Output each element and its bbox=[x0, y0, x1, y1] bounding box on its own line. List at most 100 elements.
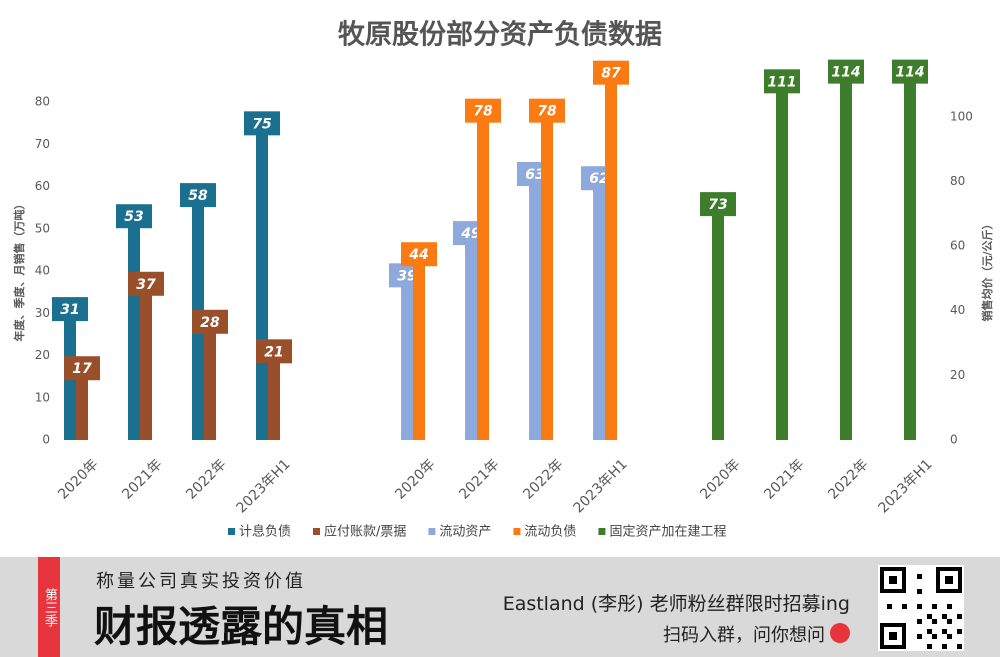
legend-label: 流动资产 bbox=[439, 525, 491, 540]
bar bbox=[529, 164, 541, 440]
x-tick-label: 2021年 bbox=[119, 456, 165, 502]
qr-dot bbox=[947, 604, 952, 609]
label-box bbox=[244, 111, 280, 136]
bar bbox=[477, 100, 489, 441]
label-box bbox=[828, 59, 864, 84]
bar bbox=[140, 273, 152, 440]
legend-label: 应付账款/票据 bbox=[324, 524, 406, 540]
promo: 扫码入群，问你想问 bbox=[663, 625, 825, 646]
qr-dot bbox=[957, 629, 962, 634]
label-box bbox=[192, 309, 228, 334]
banner-title: 财报透露的真相 bbox=[94, 602, 389, 651]
x-tick-label: 2020年 bbox=[392, 456, 438, 502]
legend-swatch bbox=[313, 528, 321, 535]
bar bbox=[541, 100, 553, 441]
badge: 第三季 bbox=[38, 557, 60, 657]
y2-tick-label: 40 bbox=[950, 303, 965, 317]
qr-dot bbox=[947, 619, 952, 624]
y-tick-label: 70 bbox=[35, 137, 50, 151]
bar bbox=[904, 61, 916, 440]
label-box bbox=[180, 183, 216, 208]
data-label: 44 bbox=[408, 247, 428, 263]
y-tick-label: 0 bbox=[42, 433, 50, 447]
label-box bbox=[64, 356, 100, 381]
data-label: 49 bbox=[460, 226, 481, 242]
bar bbox=[128, 206, 140, 440]
y-tick-label: 80 bbox=[35, 95, 50, 109]
data-label: 62 bbox=[589, 171, 608, 187]
data-label: 28 bbox=[200, 315, 220, 331]
legend-label: 固定资产加在建工程 bbox=[609, 525, 726, 540]
data-label: 78 bbox=[537, 104, 557, 120]
y2-tick-label: 60 bbox=[950, 239, 965, 253]
legend-swatch bbox=[228, 528, 235, 535]
label-box bbox=[52, 297, 88, 322]
chart-title: 牧原股份部分资产负债数据 bbox=[338, 19, 662, 51]
bar bbox=[401, 265, 413, 440]
data-label: 58 bbox=[188, 188, 208, 204]
x-tick-label: 2020年 bbox=[55, 456, 101, 502]
bar bbox=[465, 223, 477, 440]
chart: 牧原股份部分资产负债数据 年度、季度、月销售（万吨） 销售均价（元/公斤） 0 1… bbox=[12, 19, 994, 540]
data-label: 39 bbox=[397, 268, 417, 284]
qr-dot bbox=[917, 634, 922, 639]
y-tick-label: 60 bbox=[35, 179, 50, 193]
qr-dot bbox=[927, 644, 932, 649]
y2-tick-label: 20 bbox=[950, 368, 965, 382]
x-tick-label: 2023年H1 bbox=[875, 456, 935, 516]
qr-dot bbox=[932, 619, 937, 624]
data-label: 37 bbox=[136, 277, 156, 293]
promo: Eastland (李彤) 老师粉丝群限时招募ing bbox=[502, 593, 850, 615]
y-tick-label: 30 bbox=[35, 306, 50, 320]
label-box bbox=[529, 98, 565, 123]
qr-dot bbox=[927, 614, 932, 619]
y-tick-label: 10 bbox=[35, 390, 50, 404]
qr-dot bbox=[887, 604, 892, 609]
bar bbox=[268, 341, 280, 440]
label-box bbox=[116, 204, 152, 229]
label-box bbox=[700, 192, 736, 217]
label-box bbox=[128, 271, 164, 296]
legend-swatch bbox=[513, 528, 521, 535]
legend-label: 计息负债 bbox=[239, 524, 291, 540]
x-tick-label: 2023年H1 bbox=[233, 456, 293, 516]
qr-dot bbox=[917, 589, 922, 594]
x-tick-label: 2020年 bbox=[697, 456, 743, 502]
x-tick-label: 2021年 bbox=[761, 456, 807, 502]
data-label: 114 bbox=[831, 65, 860, 81]
qr-dot bbox=[947, 634, 952, 639]
data-label: 31 bbox=[60, 302, 79, 318]
x-tick-label: 2021年 bbox=[456, 456, 502, 502]
label-box bbox=[401, 242, 437, 267]
data-label: 111 bbox=[767, 74, 796, 90]
arrow-icon bbox=[830, 623, 850, 643]
y2-axis-label: 销售均价（元/公斤） bbox=[980, 218, 994, 321]
x-tick-label: 2022年 bbox=[183, 456, 229, 502]
qr-dot bbox=[917, 604, 922, 609]
data-label: 21 bbox=[264, 344, 283, 360]
qr-dot bbox=[957, 614, 962, 619]
qr-dot bbox=[917, 574, 922, 579]
y-tick-label: 50 bbox=[35, 221, 50, 235]
bar bbox=[840, 61, 852, 440]
qr-dot bbox=[902, 604, 907, 609]
qr-dot bbox=[927, 629, 932, 634]
y2-tick-label: 100 bbox=[950, 109, 973, 123]
legend-label: 流动负债 bbox=[524, 525, 576, 540]
data-label: 73 bbox=[708, 197, 727, 213]
subtitle: 称量公司真实投资价值 bbox=[96, 571, 306, 592]
x-tick-label: 2023年H1 bbox=[570, 456, 630, 516]
label-box bbox=[465, 98, 501, 123]
qr-dot bbox=[942, 614, 947, 619]
qr-dot bbox=[932, 634, 937, 639]
bar bbox=[593, 168, 605, 440]
bar bbox=[605, 62, 617, 441]
bar bbox=[712, 194, 724, 440]
data-label: 53 bbox=[124, 209, 143, 225]
y-axis-label: 年度、季度、月销售（万吨） bbox=[12, 199, 26, 342]
data-label: 63 bbox=[525, 167, 544, 183]
label-box bbox=[593, 60, 629, 85]
qr-dot bbox=[917, 619, 922, 624]
qr-dot bbox=[932, 604, 937, 609]
